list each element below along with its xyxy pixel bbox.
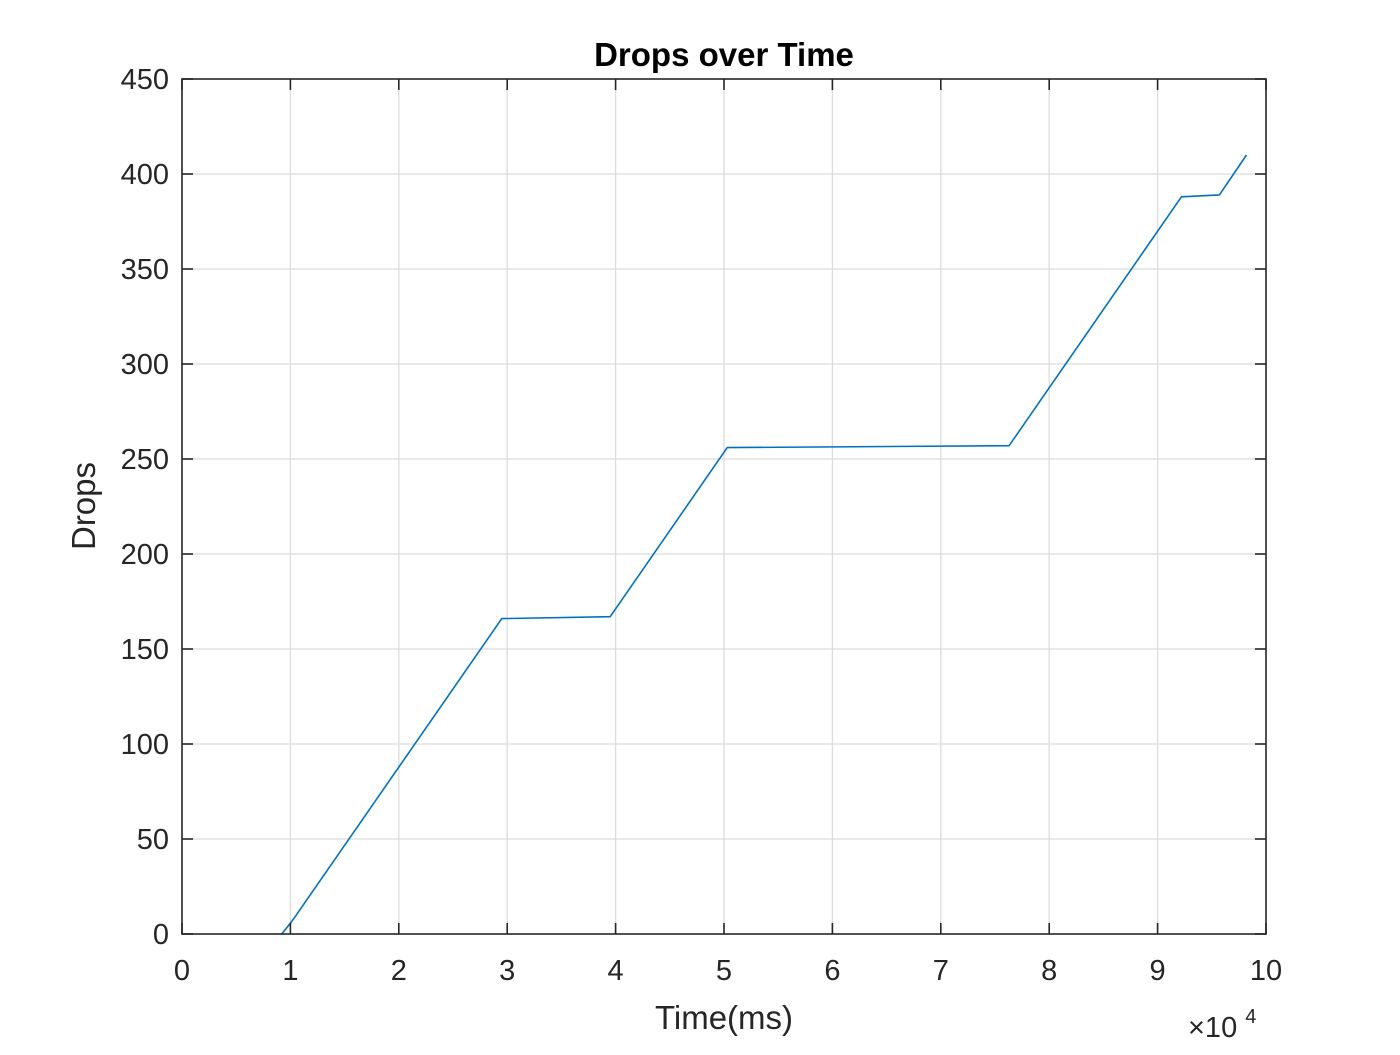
y-tick-label: 250: [121, 444, 169, 476]
x-axis-multiplier-exponent: 4: [1245, 1006, 1256, 1028]
y-axis-label: Drops: [65, 462, 102, 550]
y-tick-label: 100: [121, 729, 169, 761]
x-tick-label: 8: [1041, 955, 1057, 987]
tick-marks: [181, 78, 1267, 935]
x-axis-label: Time(ms): [655, 999, 793, 1036]
x-tick-label: 2: [391, 955, 407, 987]
y-tick-label: 200: [121, 539, 169, 571]
plot-area: [281, 154, 1248, 935]
x-axis-multiplier: ×10 4: [1188, 1006, 1256, 1044]
x-tick-label: 6: [824, 955, 840, 987]
grid: [182, 79, 1266, 934]
y-tick-labels: 0 50 100 150 200 250 300 350 400 450: [121, 64, 169, 951]
x-tick-labels: 0 1 2 3 4 5 6 7 8 9 10: [174, 955, 1282, 987]
x-axis-multiplier-base: ×10: [1188, 1012, 1237, 1044]
series-line: [281, 154, 1248, 935]
x-tick-label: 10: [1250, 955, 1282, 987]
y-tick-label: 350: [121, 254, 169, 286]
x-tick-label: 9: [1150, 955, 1166, 987]
x-tick-label: 4: [608, 955, 624, 987]
x-tick-label: 3: [499, 955, 515, 987]
y-tick-label: 300: [121, 349, 169, 381]
y-tick-label: 450: [121, 64, 169, 96]
y-tick-label: 50: [137, 824, 169, 856]
x-tick-label: 5: [716, 955, 732, 987]
y-tick-label: 0: [153, 919, 169, 951]
y-tick-label: 150: [121, 634, 169, 666]
chart-title: Drops over Time: [594, 36, 854, 73]
x-tick-label: 7: [933, 955, 949, 987]
y-tick-label: 400: [121, 159, 169, 191]
x-tick-label: 1: [282, 955, 298, 987]
x-tick-label: 0: [174, 955, 190, 987]
